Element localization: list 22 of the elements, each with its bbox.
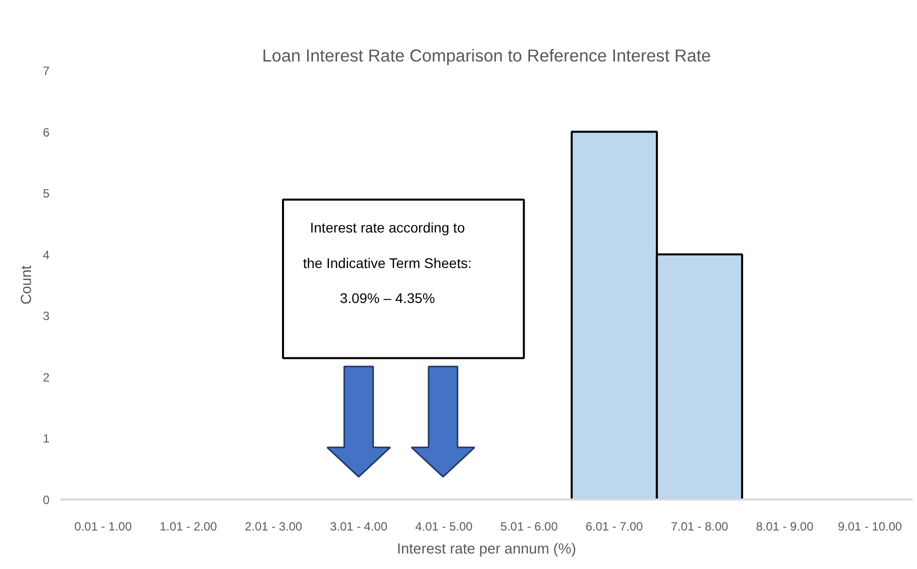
x-tick-label: 6.01 - 7.00 (586, 520, 644, 534)
x-tick-label: 5.01 - 6.00 (500, 520, 558, 534)
y-axis-title: Count (18, 265, 35, 305)
chart-title: Loan Interest Rate Comparison to Reference Interest Rate (262, 46, 711, 66)
y-tick-label: 4 (42, 248, 50, 262)
x-tick-label: 1.01 - 2.00 (160, 520, 218, 534)
x-tick-label: 2.01 - 3.00 (244, 520, 303, 534)
x-tick-label: 8.01 - 9.00 (756, 520, 814, 534)
x-tick-label: 4.01 - 5.00 (415, 520, 473, 534)
x-axis-title: Interest rate per annum (%) (396, 542, 576, 558)
x-tick-label: 7.01 - 8.00 (670, 520, 729, 534)
text: Interest rate according to the Indicative Term Sheets: 3.09% – 4.35% (303, 220, 472, 306)
y-tick-label: 3 (42, 309, 50, 324)
y-tick-label: 5 (42, 186, 50, 201)
x-tick-label: 0.01 - 1.00 (74, 520, 132, 534)
x-tick-label: 3.01 - 4.00 (330, 520, 388, 534)
y-tick-label: 7 (42, 64, 50, 78)
y-tick-label: 0 (42, 493, 50, 507)
x-tick-label: 9.01 - 10.00 (838, 520, 902, 534)
y-tick-label: 2 (42, 370, 50, 384)
y-tick-label: 1 (42, 432, 50, 446)
y-tick-label: 6 (42, 125, 50, 140)
